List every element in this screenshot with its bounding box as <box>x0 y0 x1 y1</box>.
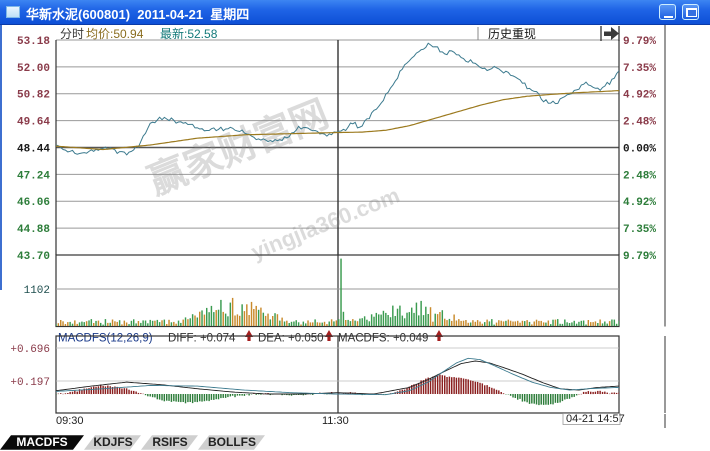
svg-text:均价:50.94: 均价:50.94 <box>86 27 144 41</box>
svg-text:49.64: 49.64 <box>17 117 50 129</box>
svg-text:KDJFS: KDJFS <box>93 435 132 449</box>
svg-text:4.92%: 4.92% <box>623 90 656 102</box>
svg-text:2.48%: 2.48% <box>623 170 656 182</box>
svg-text:2.48%: 2.48% <box>623 117 656 129</box>
svg-text:历史重现: 历史重现 <box>488 27 536 41</box>
svg-text:04-21 14:57: 04-21 14:57 <box>566 413 625 425</box>
svg-text:最新:52.58: 最新:52.58 <box>160 26 218 41</box>
svg-text:48.44: 48.44 <box>17 144 50 156</box>
svg-text:7.35%: 7.35% <box>623 224 656 236</box>
svg-text:44.88: 44.88 <box>17 224 50 236</box>
svg-text:4.92%: 4.92% <box>623 197 656 209</box>
svg-text:53.18: 53.18 <box>17 36 50 48</box>
svg-text:11:30: 11:30 <box>322 415 349 427</box>
svg-text:1102: 1102 <box>24 285 50 297</box>
svg-text:46.06: 46.06 <box>17 197 50 209</box>
svg-text:0.00%: 0.00% <box>623 144 656 156</box>
svg-text:MACDFS: MACDFS <box>16 435 67 449</box>
svg-text:DIFF: +0.074: DIFF: +0.074 <box>168 333 236 345</box>
svg-text:47.24: 47.24 <box>17 170 50 182</box>
svg-text:MACDFS(12,26,9): MACDFS(12,26,9) <box>58 333 153 345</box>
svg-text:分时: 分时 <box>60 27 84 41</box>
svg-text:9.79%: 9.79% <box>623 251 656 263</box>
svg-text:50.82: 50.82 <box>17 90 50 102</box>
svg-text:43.70: 43.70 <box>17 251 50 263</box>
svg-text:09:30: 09:30 <box>56 415 84 427</box>
svg-text:RSIFS: RSIFS <box>152 435 187 449</box>
svg-text:9.79%: 9.79% <box>623 36 656 48</box>
svg-text:+0.696: +0.696 <box>10 344 50 356</box>
svg-text:MACDFS: +0.049: MACDFS: +0.049 <box>338 333 428 345</box>
svg-text:7.35%: 7.35% <box>623 63 656 75</box>
svg-text:52.00: 52.00 <box>17 63 50 75</box>
svg-text:DEA: +0.050: DEA: +0.050 <box>258 333 324 345</box>
svg-text:BOLLFS: BOLLFS <box>208 435 256 449</box>
svg-text:+0.197: +0.197 <box>10 377 50 389</box>
